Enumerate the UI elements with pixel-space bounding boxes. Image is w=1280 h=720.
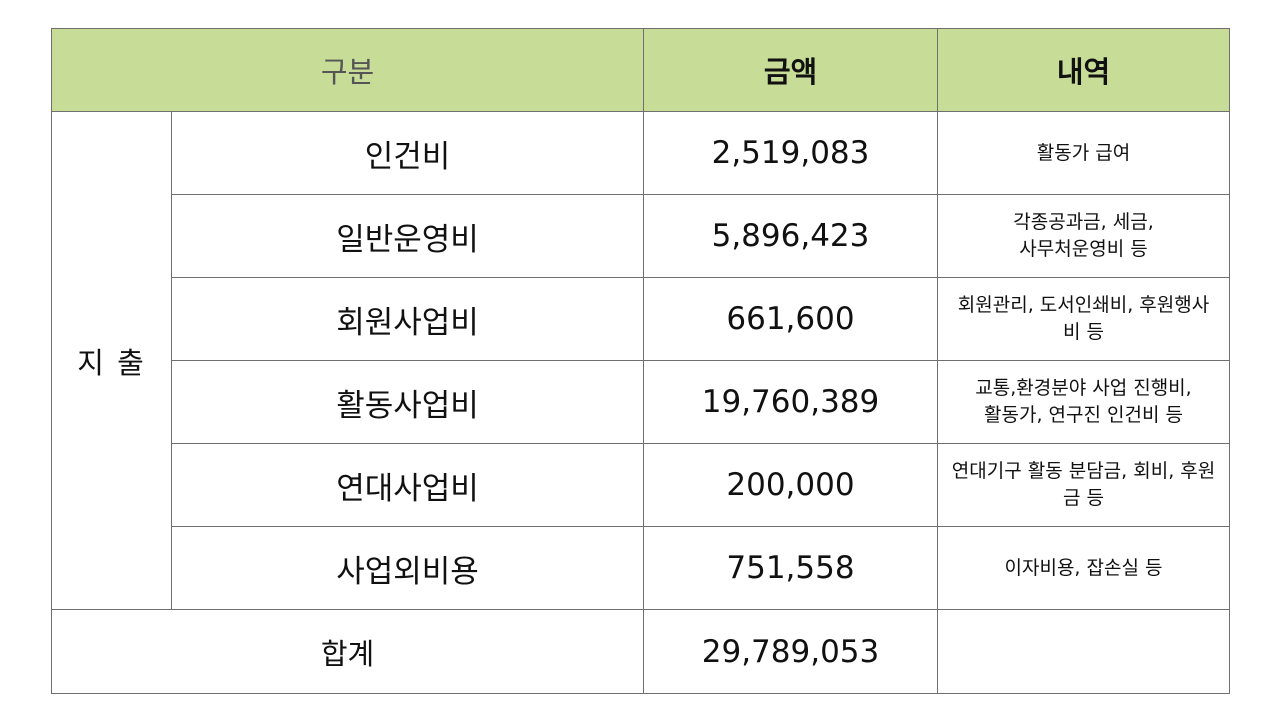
table-row: 회원사업비 661,600 회원관리, 도서인쇄비, 후원행사 비 등 [52, 277, 1230, 361]
detail-line: 사무처운영비 등 [1019, 238, 1148, 260]
item-amount: 661,600 [643, 277, 938, 361]
item-detail: 활동가 급여 [937, 111, 1230, 195]
total-amount: 29,789,053 [643, 609, 938, 694]
item-amount: 751,558 [643, 526, 938, 610]
header-row: 구분 금액 내역 [51, 28, 1230, 112]
item-detail: 이자비용, 잡손실 등 [937, 526, 1230, 610]
item-name: 인건비 [171, 111, 644, 195]
table-row: 지 출 인건비 2,519,083 활동가 급여 [51, 111, 1230, 610]
detail-line: 금 등 [1063, 487, 1104, 509]
item-amount: 2,519,083 [643, 111, 938, 195]
table-row: 사업외비용 751,558 이자비용, 잡손실 등 [52, 526, 1230, 610]
item-detail: 연대기구 활동 분담금, 회비, 후원 금 등 [937, 443, 1230, 527]
item-amount: 19,760,389 [643, 360, 938, 444]
item-detail: 회원관리, 도서인쇄비, 후원행사 비 등 [937, 277, 1230, 361]
detail-line: 활동가 급여 [1036, 141, 1131, 164]
detail-line: 교통,환경분야 사업 진행비, [975, 377, 1192, 399]
item-amount: 200,000 [643, 443, 938, 527]
item-name: 일반운영비 [171, 194, 644, 278]
expense-table: 구분 금액 내역 지 출 인건비 2,519,083 활동가 급여 일반운영비 … [51, 28, 1230, 694]
total-row: 합계 29,789,053 [51, 609, 1230, 694]
expense-group-label: 지 출 [51, 111, 172, 610]
detail-line: 회원관리, 도서인쇄비, 후원행사 [957, 294, 1210, 316]
header-amount: 금액 [643, 28, 938, 112]
item-name: 회원사업비 [171, 277, 644, 361]
table-row: 일반운영비 5,896,423 각종공과금, 세금, 사무처운영비 등 [52, 194, 1230, 278]
detail-line: 각종공과금, 세금, [1013, 211, 1154, 233]
item-name: 사업외비용 [171, 526, 644, 610]
item-amount: 5,896,423 [643, 194, 938, 278]
detail-line: 연대기구 활동 분담금, 회비, 후원 [951, 460, 1216, 482]
detail-line: 이자비용, 잡손실 등 [1004, 556, 1163, 579]
total-detail [937, 609, 1230, 694]
item-name: 연대사업비 [171, 443, 644, 527]
detail-line: 비 등 [1063, 321, 1104, 343]
table-row: 활동사업비 19,760,389 교통,환경분야 사업 진행비, 활동가, 연구… [52, 360, 1230, 444]
item-name: 활동사업비 [171, 360, 644, 444]
header-category: 구분 [51, 28, 644, 112]
total-label: 합계 [51, 609, 644, 694]
item-detail: 각종공과금, 세금, 사무처운영비 등 [937, 194, 1230, 278]
detail-line: 활동가, 연구진 인건비 등 [984, 404, 1183, 426]
table-row: 연대사업비 200,000 연대기구 활동 분담금, 회비, 후원 금 등 [52, 443, 1230, 527]
header-detail: 내역 [937, 28, 1230, 112]
item-detail: 교통,환경분야 사업 진행비, 활동가, 연구진 인건비 등 [937, 360, 1230, 444]
